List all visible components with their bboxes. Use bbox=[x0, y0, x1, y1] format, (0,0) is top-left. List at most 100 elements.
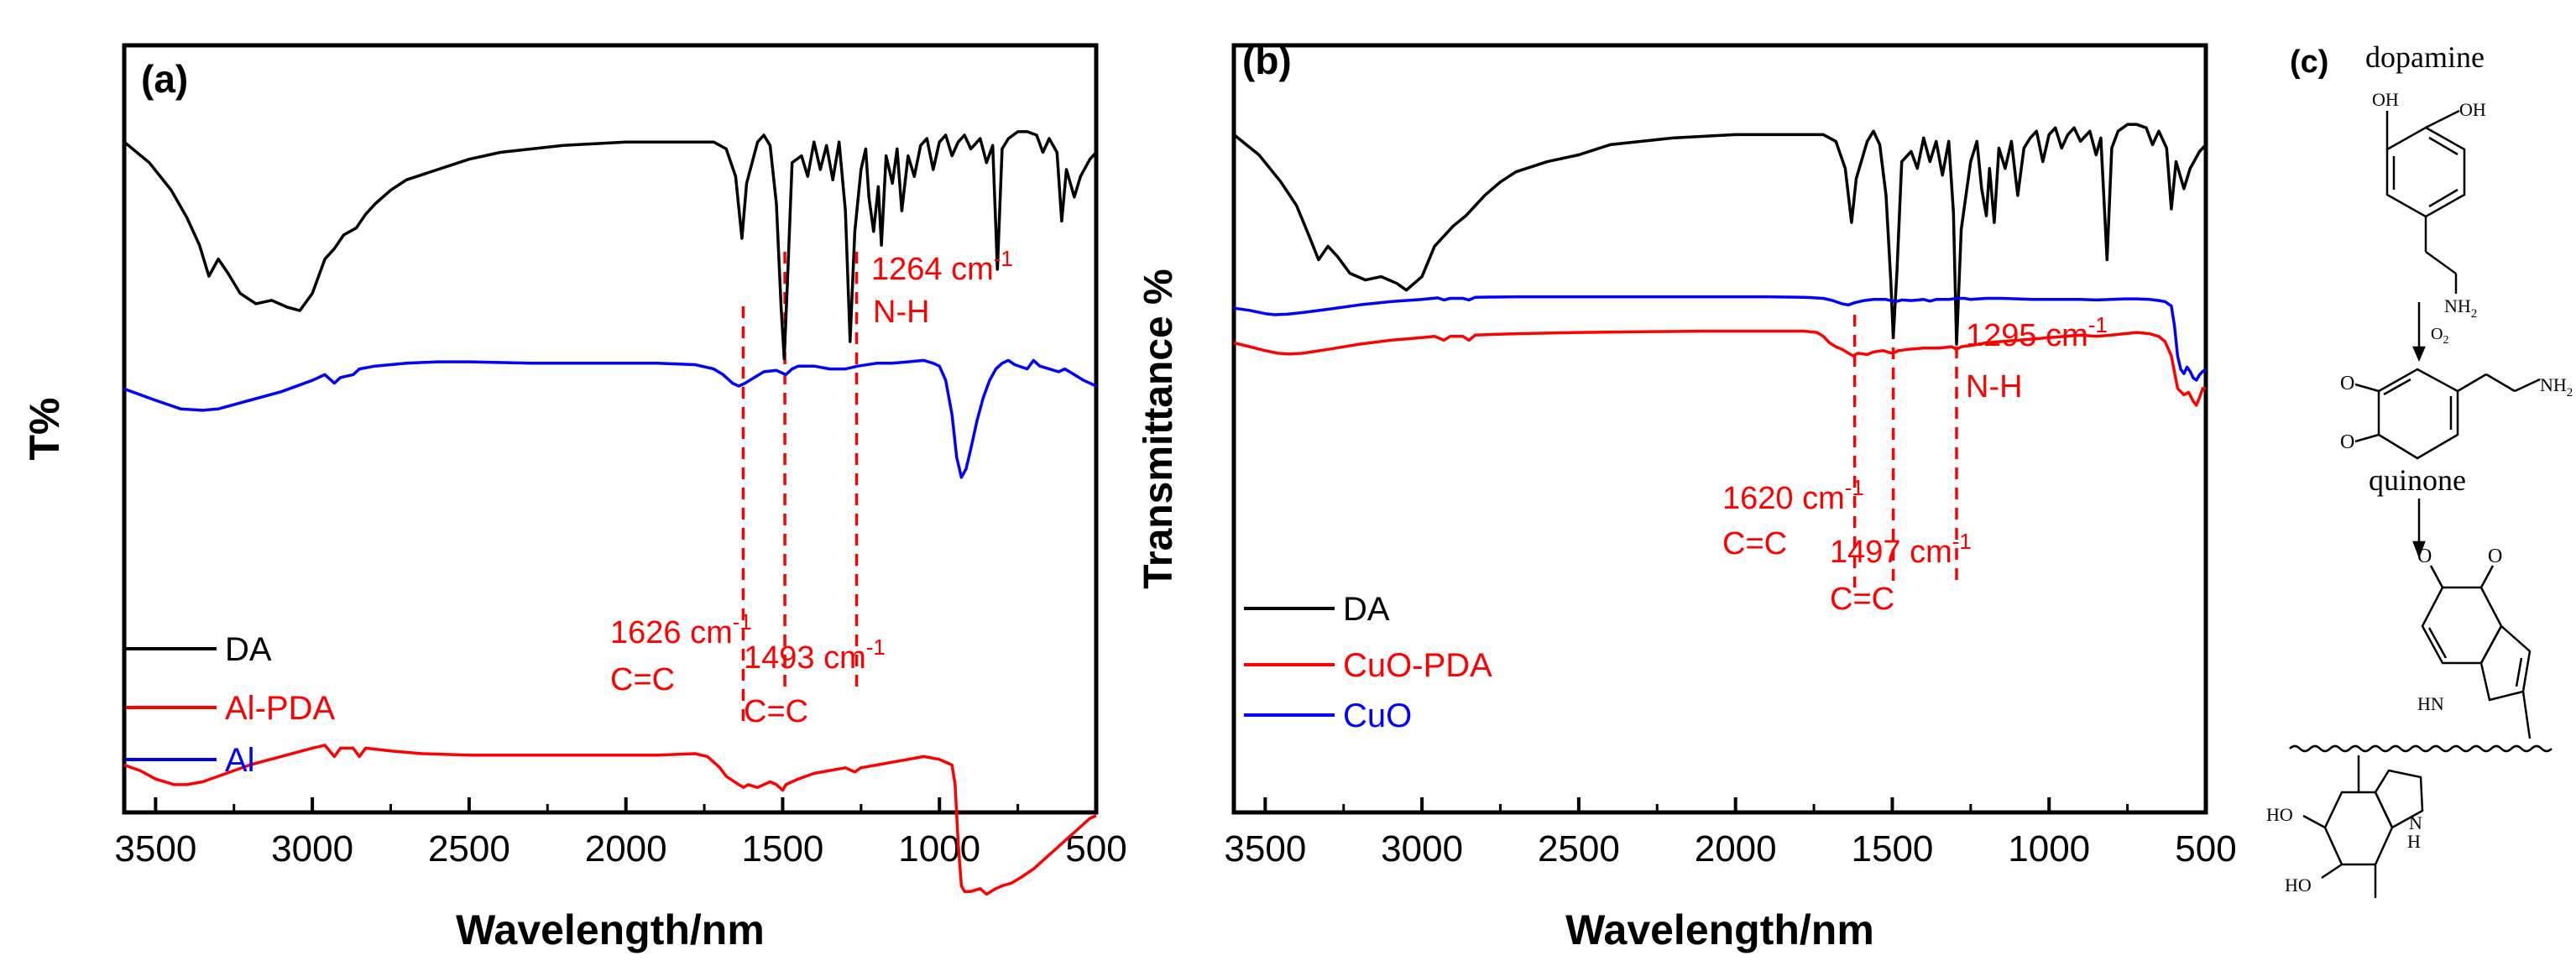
panel-b-annotation-1497-assignment: C=C bbox=[1830, 582, 1894, 617]
panel-a-x-tick-label-2000: 2000 bbox=[585, 828, 667, 869]
panel-b-annotation-1620-text: 1620 cm bbox=[1722, 481, 1845, 516]
panel-b-annotation-1497-sup: -1 bbox=[1952, 529, 1972, 554]
quinone-label: quinone bbox=[2369, 463, 2466, 497]
panel-a-annotation-1626-text: 1626 cm bbox=[610, 615, 733, 650]
quinone-nh2: NH2 bbox=[2540, 374, 2573, 399]
panel-b-annotation-1295-text: 1295 cm bbox=[1966, 318, 2088, 353]
panel-b-legend: DA CuO-PDA CuO bbox=[1244, 591, 1492, 734]
dopamine-label: dopamine bbox=[2365, 40, 2485, 74]
panel-b-annotation-1497-wavenumber: 1497 cm-1 bbox=[1830, 529, 1972, 570]
dopamine-double-bond bbox=[2428, 188, 2458, 208]
panel-a-x-tick-label-500: 500 bbox=[1065, 828, 1126, 869]
indolequinone-double-bond bbox=[2515, 657, 2523, 687]
dopamine-nh2: NH2 bbox=[2444, 295, 2477, 321]
dopamine-structure: OH OH NH2 bbox=[2372, 89, 2486, 321]
panel-b-guide-lines bbox=[1852, 306, 1958, 587]
dopamine-ring bbox=[2385, 126, 2466, 218]
panel-b-x-tick-label-2000: 2000 bbox=[1695, 828, 1777, 869]
polymer-ring bbox=[2323, 791, 2394, 866]
reaction-arrow-1-head bbox=[2412, 346, 2426, 363]
panel-a-x-tick-label-2500: 2500 bbox=[428, 828, 510, 869]
panel-a-series bbox=[123, 130, 1098, 896]
panel-b-legend-label-da: DA bbox=[1343, 591, 1390, 628]
panel-b-label: (b) bbox=[1242, 39, 1292, 82]
panel-a-legend-label-da: DA bbox=[225, 631, 272, 668]
polymer-backbone bbox=[2289, 744, 2552, 753]
panel-b: 3500 3000 2500 2000 1500 1000 500 (b) Transmit… bbox=[1136, 39, 2237, 953]
polymer-ho-1: HO bbox=[2266, 804, 2293, 825]
quinone-oxygen-2: O bbox=[2340, 431, 2354, 453]
panel-b-y-axis-label: Transmittance % bbox=[1136, 269, 1181, 588]
panel-b-annotation-1620-wavenumber: 1620 cm-1 bbox=[1722, 475, 1864, 516]
panel-a-y-axis-label: T% bbox=[21, 398, 68, 461]
polymer-ho-2: HO bbox=[2285, 875, 2312, 896]
panel-b-series-da bbox=[1232, 123, 2208, 346]
panel-a-guide-lines bbox=[741, 252, 859, 722]
panel-b-annotation-1620-assignment: C=C bbox=[1722, 526, 1787, 561]
panel-a-annotation-1264-text: 1264 cm bbox=[871, 252, 994, 287]
polymer-n: N bbox=[2409, 812, 2422, 833]
panel-a-annotation-1264-assignment: N-H bbox=[873, 295, 930, 330]
panel-b-series-cuo bbox=[1233, 295, 2208, 382]
panel-a-series-al-pda bbox=[123, 744, 1097, 896]
indolequinone-oxygen-1: O bbox=[2417, 546, 2432, 567]
panel-a-frame bbox=[122, 43, 1099, 815]
panel-a-legend-label-al: Al bbox=[225, 742, 255, 779]
quinone-nh2-text: NH bbox=[2540, 374, 2567, 395]
panel-a-x-axis-label: Wavelength/nm bbox=[456, 906, 765, 953]
indolequinone-carbonyl bbox=[2429, 565, 2444, 588]
panel-c-label: (c) bbox=[2290, 44, 2328, 80]
polymer-h: H bbox=[2407, 831, 2421, 852]
panel-b-legend-label-cuo: CuO bbox=[1343, 697, 1412, 734]
polymer-oh-bond bbox=[2302, 814, 2326, 829]
panel-b-series-cuo-pda bbox=[1233, 329, 2206, 407]
reaction-arrow-2-head bbox=[2412, 540, 2426, 559]
panel-a-annotation-1264-sup: -1 bbox=[994, 246, 1013, 271]
panel-a-annotation-1493-assignment: C=C bbox=[744, 694, 808, 729]
panel-b-annotation-1295-assignment: N-H bbox=[1966, 369, 2023, 405]
indolequinone-carbonyl bbox=[2479, 565, 2495, 588]
panel-a-annotation-1493-text: 1493 cm bbox=[744, 640, 866, 676]
quinone-chain bbox=[2514, 378, 2541, 393]
panel-a: 3500 3000 2500 2000 1500 1000 500 (a) T% Wavel… bbox=[21, 43, 1127, 953]
panel-a-annotation-1264-wavenumber: 1264 cm-1 bbox=[871, 246, 1013, 287]
quinone-oxygen-1: O bbox=[2340, 373, 2354, 394]
indolequinone-double-bond bbox=[2427, 627, 2448, 659]
dopamine-oh-1: OH bbox=[2372, 89, 2399, 110]
panel-b-annotation-1295-sup: -1 bbox=[2088, 312, 2108, 337]
panel-a-annotation-1493-sup: -1 bbox=[866, 634, 886, 660]
indolequinone-tail bbox=[2521, 691, 2532, 739]
panel-b-x-tick-label-3000: 3000 bbox=[1381, 828, 1463, 869]
dopamine-oh-bond bbox=[2425, 109, 2460, 129]
indolequinone-pyrrole bbox=[2479, 624, 2532, 702]
panel-b-annotation-1295-wavenumber: 1295 cm-1 bbox=[1966, 312, 2108, 353]
quinone-structure: O O NH2 bbox=[2340, 368, 2573, 460]
panel-a-annotation-1626-wavenumber: 1626 cm-1 bbox=[610, 609, 752, 650]
panel-b-x-tick-label-1500: 1500 bbox=[1852, 828, 1934, 869]
dopamine-chain-bond bbox=[2425, 250, 2457, 275]
panel-a-legend: DA Al-PDA Al bbox=[126, 631, 335, 779]
panel-a-annotation-1626-assignment: C=C bbox=[610, 662, 675, 697]
indolequinone-ring bbox=[2421, 586, 2503, 665]
indolequinone-hn: HN bbox=[2417, 693, 2444, 714]
panel-a-label: (a) bbox=[141, 57, 188, 101]
panel-a-x-tick-label-1500: 1500 bbox=[742, 828, 824, 869]
oxygen-reagent-text: O bbox=[2431, 325, 2443, 343]
quinone-ring bbox=[2377, 368, 2459, 460]
dopamine-nh2-sub: 2 bbox=[2471, 307, 2478, 321]
panel-b-x-tick-label-3500: 3500 bbox=[1224, 828, 1306, 869]
panel-a-annotation-1493-wavenumber: 1493 cm-1 bbox=[744, 634, 886, 676]
indolequinone-structure: O O HN bbox=[2417, 546, 2532, 739]
panel-a-x-tick-label-3500: 3500 bbox=[114, 828, 196, 869]
panel-b-legend-label-cuo-pda: CuO-PDA bbox=[1343, 647, 1492, 684]
dopamine-double-bond bbox=[2428, 136, 2458, 156]
indolequinone-oxygen-2: O bbox=[2488, 546, 2502, 567]
oxygen-reagent: O2 bbox=[2431, 325, 2448, 347]
quinone-double-bond bbox=[2383, 378, 2411, 396]
panel-b-annotation-1620-sup: -1 bbox=[1845, 475, 1864, 500]
panel-b-x-tick-label-500: 500 bbox=[2175, 828, 2236, 869]
quinone-chain bbox=[2457, 373, 2487, 393]
panel-a-legend-label-al-pda: Al-PDA bbox=[225, 690, 335, 727]
